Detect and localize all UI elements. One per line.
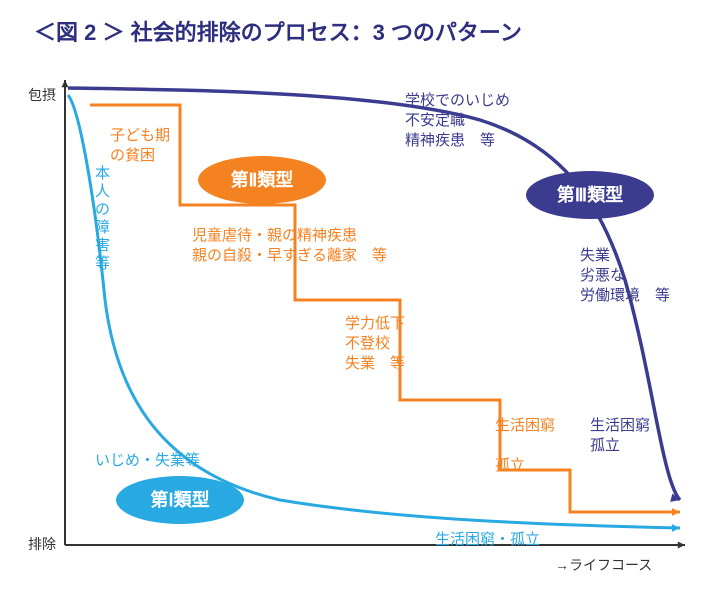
anno-type1_vertical: 本 [95,165,110,182]
figure-title: ＜図 2 ＞ 社会的排除のプロセス：3 つのパターン [34,20,522,45]
anno-type2_step1: の貧困 [110,147,155,164]
badge-type1-label: 第Ⅰ類型 [150,489,209,510]
anno-type2_step3: 学力低下 [345,315,405,332]
anno-type3_top: 不安定職 [405,112,465,129]
anno-type2_step4: 生活困窮 [495,417,555,434]
anno-type1_vertical: 害 [95,237,110,254]
anno-type1_vertical: 等 [95,254,110,272]
anno-type3_mid: 労働環境 等 [580,286,670,304]
anno-type1_bottom: 生活困窮・孤立 [435,531,540,548]
anno-type1_below: いじめ・失業等 [95,451,200,469]
anno-type2_step1: 子ども期 [110,127,170,144]
anno-type1_vertical: 人 [95,183,110,200]
anno-type3_bottom: 生活困窮 [590,417,650,434]
anno-type3_bottom: 孤立 [590,437,620,454]
anno-type1_vertical: の [95,201,110,218]
y-axis-label-top: 包摂 [28,87,56,103]
y-axis-label-bottom: 排除 [28,536,56,552]
anno-type3_top: 学校でのいじめ [405,92,510,109]
anno-type2_step2: 児童虐待・親の精神疾患 [192,226,357,244]
anno-type3_mid: 失業 [580,247,610,264]
anno-type3_top: 精神疾患 等 [405,131,495,149]
diagram-container: ＜図 2 ＞ 社会的排除のプロセス：3 つのパターン包摂排除 →ライフコース 第Ⅰ類… [0,0,715,600]
badge-type2-label: 第Ⅱ類型 [231,169,294,190]
anno-type2_step4: 孤立 [495,457,525,474]
x-axis-label: →ライフコース [555,557,652,573]
anno-type2_step2: 親の自殺・早すぎる離家 等 [192,246,387,264]
anno-type1_vertical: 障 [95,218,110,236]
anno-type2_step3: 失業 等 [345,354,405,372]
anno-type2_step3: 不登校 [345,335,390,352]
diagram-svg: ＜図 2 ＞ 社会的排除のプロセス：3 つのパターン包摂排除 →ライフコース 第Ⅰ類… [0,0,715,600]
anno-type3_mid: 劣悪な [580,267,625,284]
badge-type3-label: 第Ⅲ類型 [557,184,623,205]
